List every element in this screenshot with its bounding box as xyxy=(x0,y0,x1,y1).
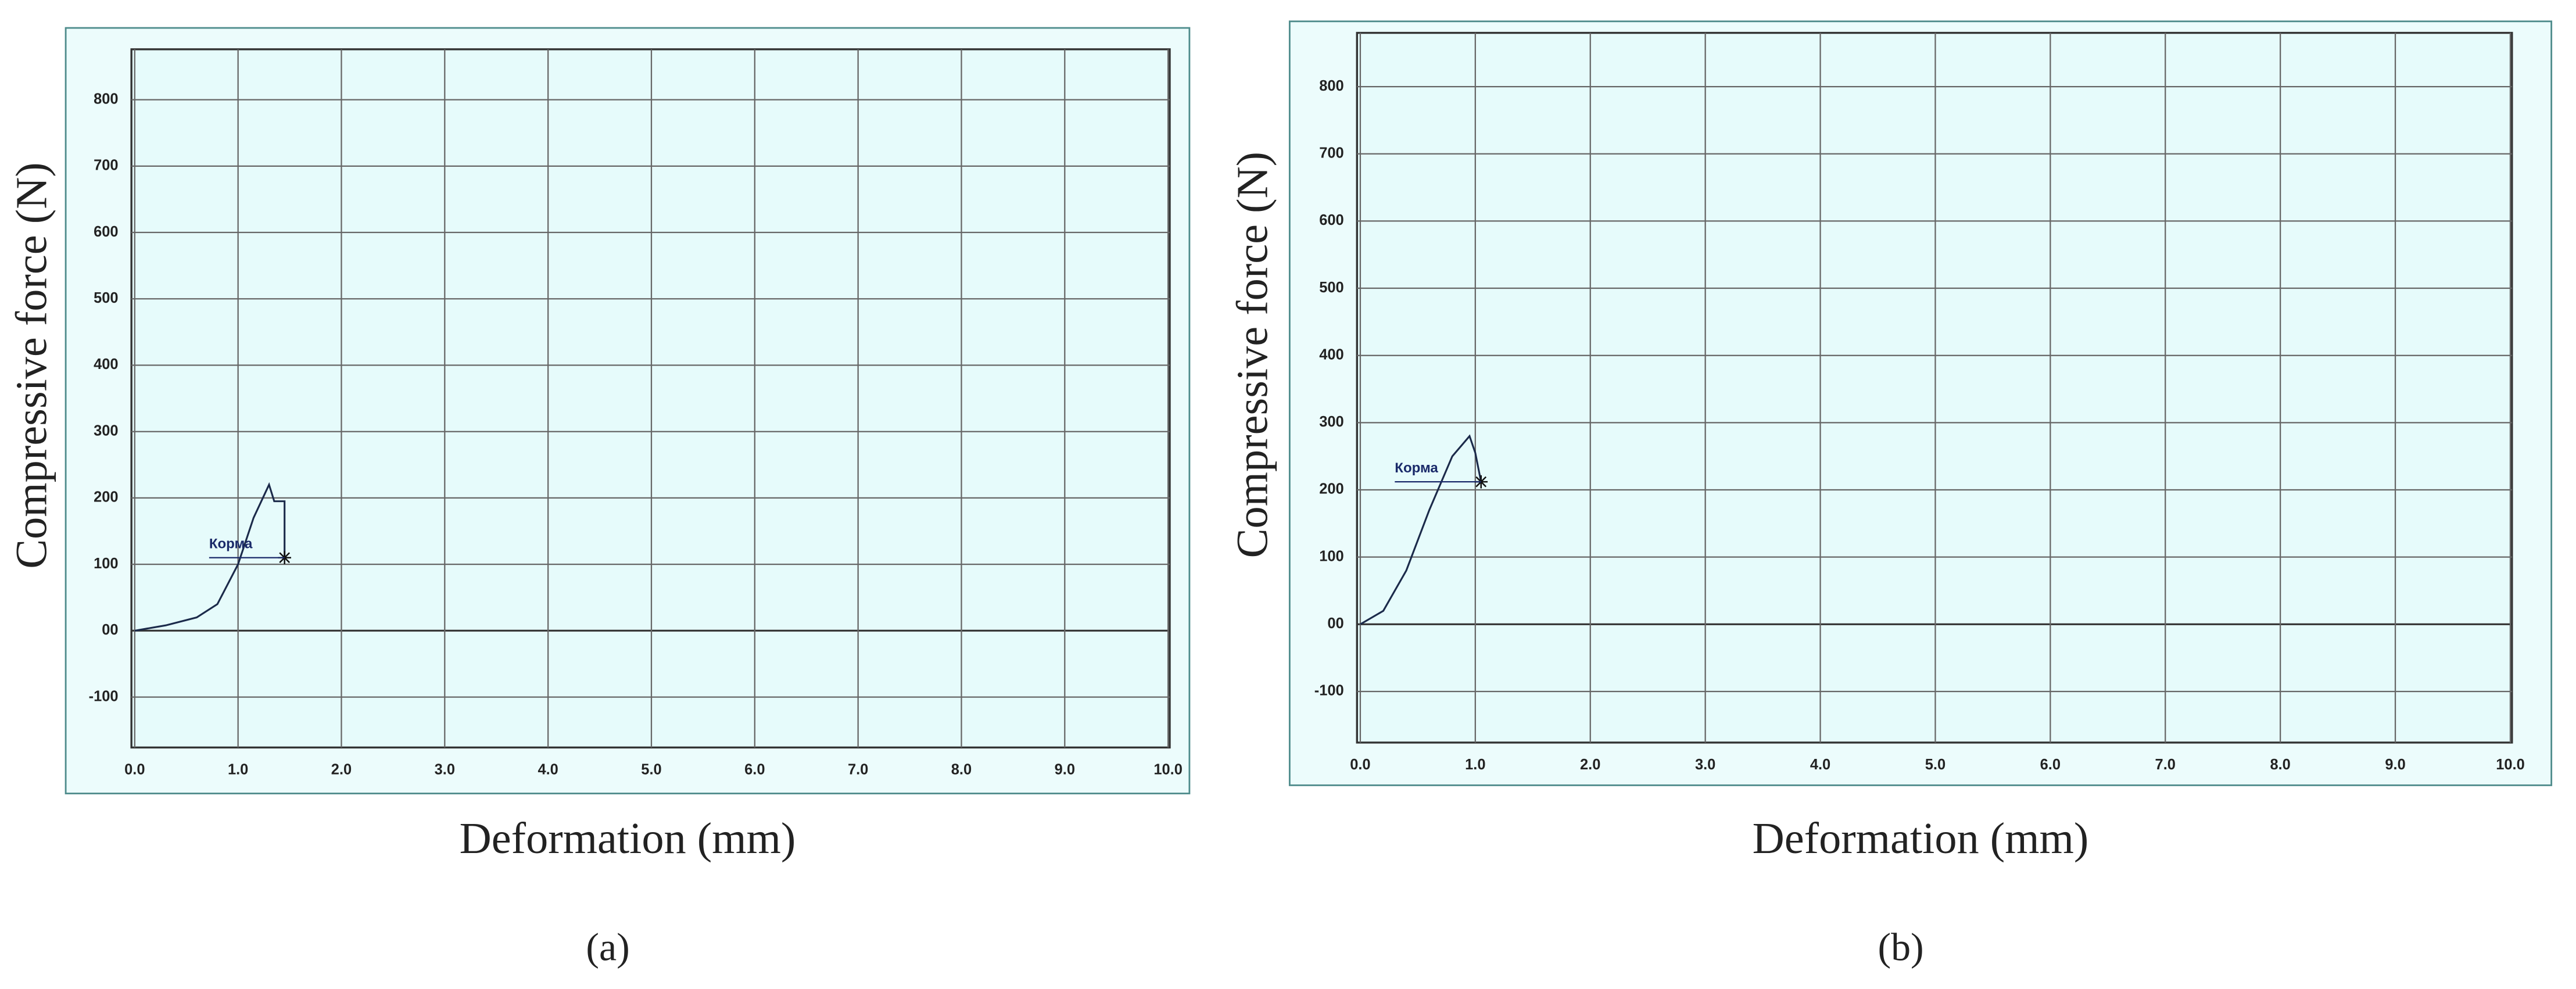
chart: -100 00 100 200 300 400 500 600 700 800 0.0 1.0 2.0 3… xyxy=(1227,20,2553,969)
y-tick-label: 700 xyxy=(1319,145,1343,161)
x-tick-label: 9.0 xyxy=(1055,762,1075,778)
y-tick-label: -100 xyxy=(1314,683,1344,699)
y-tick-label: 300 xyxy=(94,422,118,439)
x-tick-label: 10.0 xyxy=(2496,757,2525,773)
x-tick-label: 6.0 xyxy=(744,762,765,778)
y-tick-label: 600 xyxy=(1319,212,1343,228)
chart: -100 00 100 200 300 400 500 600 700 800 0.0 1.0 2.0 3… xyxy=(7,27,1191,969)
x-tick-label: 4.0 xyxy=(1810,757,1830,773)
x-tick-label: 1.0 xyxy=(1465,757,1485,773)
y-tick-label: 400 xyxy=(1319,346,1343,363)
y-tick-label: -100 xyxy=(89,688,119,704)
x-tick-label: 8.0 xyxy=(951,762,972,778)
y-tick-label: 100 xyxy=(1319,548,1343,564)
panel-label: (b) xyxy=(1878,926,1924,969)
x-tick-label: 1.0 xyxy=(228,762,248,778)
annotation: Корма xyxy=(209,536,253,551)
y-axis-title: Compressive force (N) xyxy=(7,162,56,568)
x-axis-title: Deformation (mm) xyxy=(460,814,796,863)
x-tick-label: 5.0 xyxy=(641,762,661,778)
x-tick-label: 4.0 xyxy=(538,762,558,778)
y-tick-label: 800 xyxy=(1319,78,1343,94)
x-tick-label: 3.0 xyxy=(435,762,455,778)
y-tick-label: 700 xyxy=(94,157,118,174)
x-tick-label: 7.0 xyxy=(848,762,868,778)
data-line xyxy=(134,482,286,632)
annotation: Корма xyxy=(1395,460,1438,476)
y-axis-title: Compressive force (N) xyxy=(1227,152,1277,558)
y-tick-label: 200 xyxy=(1319,481,1343,497)
plot-area xyxy=(130,48,1171,749)
x-tick-label: 8.0 xyxy=(2270,757,2290,773)
y-tick-label: 300 xyxy=(1319,414,1343,430)
y-tick-label: 200 xyxy=(94,489,118,506)
x-tick-label: 9.0 xyxy=(2385,757,2405,773)
x-tick-label: 2.0 xyxy=(331,762,352,778)
y-tick-label: 800 xyxy=(94,91,118,107)
x-tick-label: 2.0 xyxy=(1580,757,1600,773)
x-tick-label: 0.0 xyxy=(124,762,145,778)
panel-label: (a) xyxy=(586,926,629,969)
x-axis-title: Deformation (mm) xyxy=(1753,814,2089,863)
plot-area xyxy=(1356,31,2513,744)
y-tick-label: 100 xyxy=(94,556,118,572)
y-tick-label: 00 xyxy=(102,622,118,638)
figure-content: -100 00 100 200 300 400 500 600 700 800 0.0 1.0 2.0 3… xyxy=(7,20,2553,969)
x-tick-label: 5.0 xyxy=(1925,757,1946,773)
y-tick-label: 400 xyxy=(94,356,118,372)
y-tick-label: 500 xyxy=(1319,280,1343,296)
y-tick-label: 600 xyxy=(94,224,118,240)
x-tick-label: 6.0 xyxy=(2040,757,2061,773)
x-tick-label: 7.0 xyxy=(2155,757,2176,773)
x-tick-label: 3.0 xyxy=(1695,757,1715,773)
data-line xyxy=(1360,434,1482,625)
y-tick-label: 00 xyxy=(1327,615,1343,632)
x-tick-label: 0.0 xyxy=(1350,757,1370,773)
x-tick-label: 10.0 xyxy=(1153,762,1183,778)
y-tick-label: 500 xyxy=(94,290,118,306)
